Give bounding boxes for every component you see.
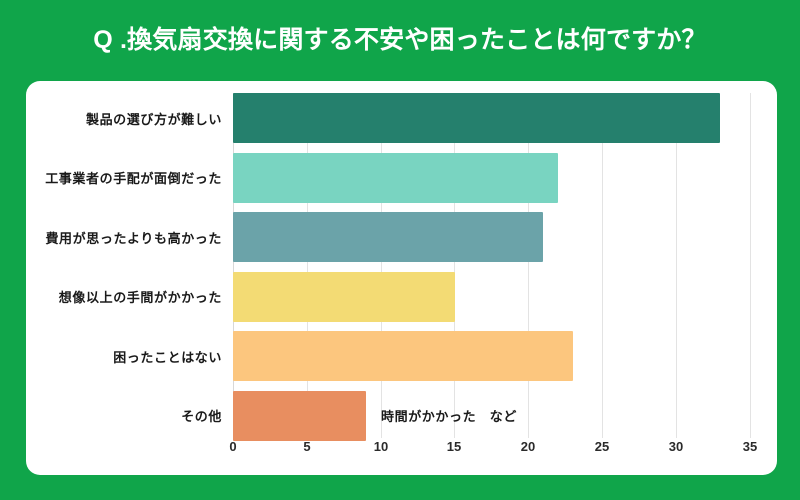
page-title: Q .換気扇交換に関する不安や困ったことは何ですか？ [93, 26, 707, 54]
bar-row: 費用が思ったよりも高かった [26, 212, 777, 262]
bar-2[interactable] [233, 212, 543, 262]
xtick-25: 25 [594, 439, 610, 454]
bar-0[interactable] [233, 93, 720, 143]
gridline-15 [454, 93, 455, 438]
category-label-5: その他 [181, 409, 222, 424]
question-title-bar: Q .換気扇交換に関する不安や困ったことは何ですか？ [0, 0, 800, 81]
bar-chart-plot: 製品の選び方が難しい 工事業者の手配が面倒だった 費用が思ったよりも高かった 想… [26, 81, 777, 475]
gridline-10 [381, 93, 382, 438]
gridline-30 [676, 93, 677, 438]
bar-3[interactable] [233, 271, 455, 322]
gridline-0 [233, 93, 234, 438]
bar-4[interactable] [233, 331, 573, 381]
gridline-20 [528, 93, 529, 438]
xtick-20: 20 [520, 439, 536, 454]
category-label-0: 製品の選び方が難しい [85, 111, 222, 127]
bar-row: その他 [26, 390, 777, 441]
bar-annotation-other: 時間がかかった など [381, 409, 518, 424]
gridline-35 [750, 93, 751, 438]
category-label-2: 費用が思ったよりも高かった [45, 230, 222, 246]
xtick-15: 15 [446, 439, 462, 454]
category-label-1: 工事業者の手配が面倒だった [45, 171, 222, 186]
chart-card: 製品の選び方が難しい 工事業者の手配が面倒だった 費用が思ったよりも高かった 想… [26, 81, 777, 475]
xtick-0: 0 [229, 439, 237, 454]
category-label-4: 困ったことはない [113, 349, 222, 365]
category-label-3: 想像以上の手間がかかった [58, 290, 222, 305]
xtick-30: 30 [668, 439, 684, 454]
xtick-5: 5 [303, 439, 311, 454]
bar-row: 製品の選び方が難しい [26, 93, 777, 143]
bar-1[interactable] [233, 152, 558, 203]
bar-5[interactable] [233, 390, 366, 441]
bar-row: 想像以上の手間がかかった [26, 271, 777, 322]
bar-row: 困ったことはない [26, 331, 777, 381]
bar-row: 工事業者の手配が面倒だった [26, 152, 777, 203]
gridline-5 [307, 93, 308, 438]
xtick-35: 35 [742, 439, 758, 454]
gridline-25 [602, 93, 603, 438]
xtick-10: 10 [373, 439, 389, 454]
